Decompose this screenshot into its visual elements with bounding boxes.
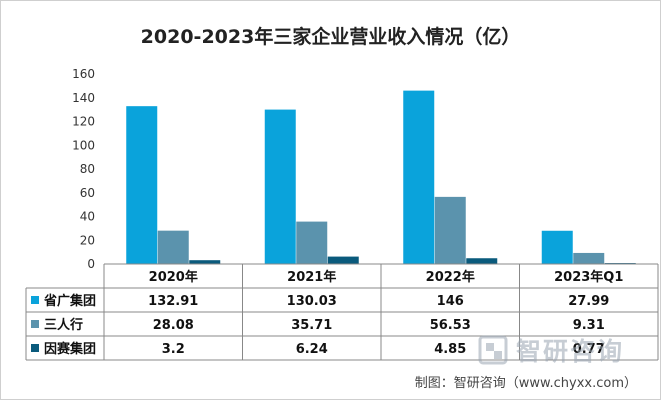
bar (327, 256, 359, 264)
legend-series-name: 省广集团 (43, 293, 96, 309)
y-tick-label: 160 (72, 67, 95, 81)
data-label: 6.24 (296, 342, 328, 357)
watermark: 智研咨询 (478, 332, 624, 368)
y-tick-label: 140 (72, 91, 95, 105)
bar (157, 230, 189, 264)
bar (126, 106, 158, 264)
y-tick-label: 60 (80, 186, 95, 200)
x-category-label: 2022年 (426, 269, 475, 285)
bar (189, 260, 221, 264)
watermark-text: 智研咨询 (516, 337, 625, 366)
data-label: 3.2 (162, 342, 185, 357)
legend-swatch (31, 296, 39, 304)
y-tick-label: 40 (80, 210, 95, 224)
legend-swatch (31, 320, 39, 328)
bar (573, 252, 605, 264)
data-label: 56.53 (430, 318, 471, 333)
data-table: 2020年 2021年 2022年 2023年Q1 省广集团 132.91 130.03 14… (25, 263, 659, 361)
x-category-label: 2023年Q1 (554, 269, 623, 285)
plot-area (126, 90, 636, 264)
bar (466, 258, 498, 264)
bar (403, 90, 435, 264)
y-tick-label: 80 (80, 162, 95, 176)
y-tick-label: 20 (80, 233, 95, 247)
legend-swatch (31, 344, 39, 352)
source-note: 制图：智研咨询（www.chyxx.com） (414, 376, 637, 391)
y-tick-label: 0 (87, 257, 95, 271)
data-label: 130.03 (287, 294, 337, 309)
chyxx-logo-icon (478, 335, 508, 365)
chart-title: 2020-2023年三家企业营业收入情况（亿） (140, 26, 521, 48)
data-label: 146 (437, 294, 464, 309)
y-tick-label: 100 (72, 138, 95, 152)
data-label: 132.91 (148, 294, 198, 309)
data-label: 35.71 (291, 318, 332, 333)
bar (264, 109, 296, 264)
data-label: 4.85 (434, 342, 466, 357)
legend-series-name: 因赛集团 (44, 341, 96, 357)
y-axis: 0 20 40 60 80 100 120 140 160 (72, 67, 95, 271)
x-category-label: 2020年 (149, 269, 198, 285)
y-tick-label: 120 (72, 115, 95, 129)
x-category-label: 2021年 (287, 269, 336, 285)
data-label: 28.08 (153, 318, 194, 333)
data-label: 27.99 (568, 294, 609, 309)
legend-series-name: 三人行 (44, 317, 83, 333)
data-label: 0.77 (573, 342, 605, 357)
bar (434, 196, 466, 264)
bar (296, 221, 328, 264)
bar (541, 230, 573, 264)
data-label: 9.31 (573, 318, 605, 333)
